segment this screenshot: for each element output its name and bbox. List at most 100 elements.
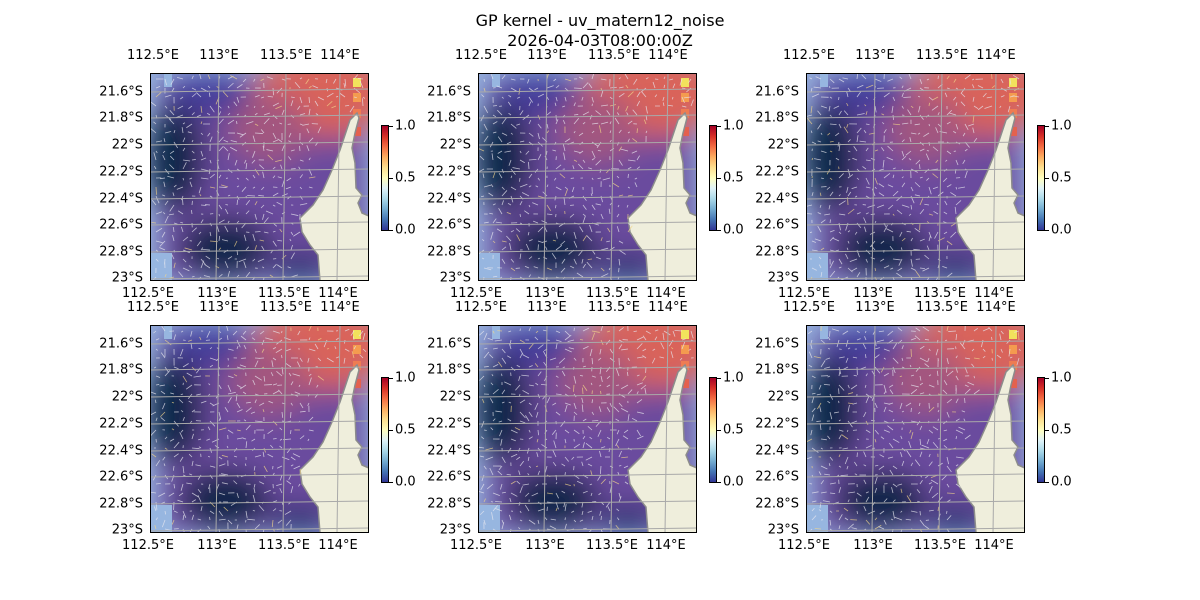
quiver-arrow bbox=[591, 399, 594, 404]
quiver-arrow bbox=[892, 343, 898, 350]
quiver-arrow bbox=[627, 225, 633, 233]
quiver-arrow bbox=[272, 472, 275, 476]
quiver-arrow bbox=[864, 104, 867, 107]
colorbar-tick bbox=[717, 178, 721, 179]
quiver-arrow bbox=[636, 100, 641, 107]
parallel-line bbox=[478, 114, 697, 119]
quiver-arrow bbox=[824, 213, 831, 216]
quiver-arrow bbox=[591, 141, 599, 147]
quiver-arrow bbox=[660, 342, 665, 350]
meridian-line bbox=[215, 73, 220, 281]
quiver-arrow bbox=[928, 213, 934, 216]
coastal-cell bbox=[353, 93, 361, 102]
quiver-arrow bbox=[842, 330, 849, 335]
quiver-arrow bbox=[937, 496, 943, 503]
quiver-arrow bbox=[829, 482, 836, 485]
quiver-arrow bbox=[497, 150, 503, 154]
quiver-arrow bbox=[564, 438, 567, 444]
quiver-arrow bbox=[595, 159, 602, 166]
colorbar-tick-label: 0.0 bbox=[395, 222, 416, 238]
quiver-arrow bbox=[527, 78, 530, 84]
lon-tick-label-bottom: 113.5°E bbox=[258, 538, 310, 553]
quiver-arrow bbox=[576, 480, 584, 485]
quiver-arrow bbox=[239, 384, 247, 390]
quiver-arrow bbox=[191, 167, 195, 170]
quiver-arrow bbox=[285, 363, 292, 368]
quiver-arrow bbox=[579, 339, 584, 341]
quiver-arrow bbox=[187, 131, 193, 134]
quiver-arrow bbox=[913, 248, 921, 251]
quiver-arrow bbox=[275, 348, 283, 354]
colorbar bbox=[1037, 125, 1049, 231]
quiver-arrow bbox=[504, 150, 512, 153]
quiver-arrow bbox=[962, 159, 966, 165]
quiver-arrow bbox=[856, 127, 862, 134]
quiver-arrow bbox=[528, 327, 531, 332]
quiver-arrow bbox=[811, 507, 815, 512]
quiver-arrow bbox=[810, 105, 813, 114]
quiver-arrow bbox=[984, 105, 993, 109]
quiver-arrow bbox=[609, 96, 613, 100]
quiver-arrow bbox=[606, 240, 611, 243]
quiver-arrow bbox=[483, 332, 488, 341]
quiver-arrow bbox=[276, 483, 283, 486]
quiver-arrow bbox=[218, 219, 225, 224]
quiver-arrow bbox=[919, 392, 925, 395]
lon-tick-label-bottom: 113.5°E bbox=[914, 286, 966, 301]
quiver-arrow bbox=[845, 357, 849, 363]
quiver-arrow bbox=[1012, 95, 1020, 98]
quiver-arrow bbox=[349, 105, 355, 113]
quiver-arrow bbox=[573, 130, 576, 134]
quiver-arrow bbox=[308, 377, 312, 386]
parallel-line bbox=[478, 473, 697, 478]
quiver-arrow bbox=[586, 235, 593, 242]
quiver-arrow bbox=[618, 159, 623, 166]
quiver-arrow bbox=[359, 354, 364, 359]
quiver-arrow bbox=[910, 384, 919, 388]
quiver-arrow bbox=[479, 155, 485, 161]
quiver-arrow bbox=[254, 455, 261, 458]
quiver-arrow bbox=[811, 396, 815, 404]
nan-cell bbox=[806, 505, 828, 533]
quiver-arrow bbox=[173, 222, 178, 225]
quiver-arrow bbox=[617, 105, 620, 110]
coastal-cell bbox=[1009, 93, 1017, 102]
quiver-arrow bbox=[883, 173, 891, 179]
quiver-arrow bbox=[198, 231, 202, 235]
quiver-arrow bbox=[910, 204, 913, 210]
quiver-arrow bbox=[527, 231, 530, 236]
quiver-arrow bbox=[910, 267, 917, 271]
quiver-arrow bbox=[218, 463, 226, 467]
quiver-arrow bbox=[883, 390, 887, 395]
quiver-arrow bbox=[849, 258, 858, 262]
parallel-line bbox=[150, 527, 369, 532]
lat-tick-label: 22°S bbox=[439, 389, 471, 405]
quiver-arrow bbox=[483, 351, 490, 359]
quiver-arrow bbox=[170, 155, 175, 161]
quiver-arrow bbox=[236, 429, 241, 432]
quiver-arrow bbox=[941, 474, 948, 481]
quiver-arrow bbox=[272, 508, 277, 512]
colorbar-tick bbox=[1045, 378, 1049, 379]
quiver-arrow bbox=[564, 188, 568, 197]
quiver-arrow bbox=[492, 114, 497, 118]
quiver-arrow bbox=[200, 177, 209, 180]
quiver-arrow bbox=[172, 235, 175, 242]
quiver-arrow bbox=[613, 406, 620, 413]
lat-tick-label: 21.8°S bbox=[427, 362, 471, 378]
quiver-arrow bbox=[901, 155, 907, 161]
quiver-arrow bbox=[870, 257, 876, 260]
quiver-layer bbox=[806, 73, 1020, 281]
quiver-arrow bbox=[261, 105, 265, 108]
quiver-arrow bbox=[928, 453, 931, 458]
quiver-arrow bbox=[867, 510, 876, 515]
lat-tick-label: 22.6°S bbox=[99, 469, 143, 485]
quiver-arrow bbox=[915, 159, 921, 165]
quiver-arrow bbox=[573, 519, 577, 523]
quiver-arrow bbox=[281, 78, 286, 81]
quiver-arrow bbox=[492, 218, 497, 224]
quiver-arrow bbox=[241, 186, 247, 192]
quiver-arrow bbox=[955, 474, 959, 478]
quiver-arrow bbox=[811, 500, 817, 503]
quiver-arrow bbox=[242, 330, 247, 335]
